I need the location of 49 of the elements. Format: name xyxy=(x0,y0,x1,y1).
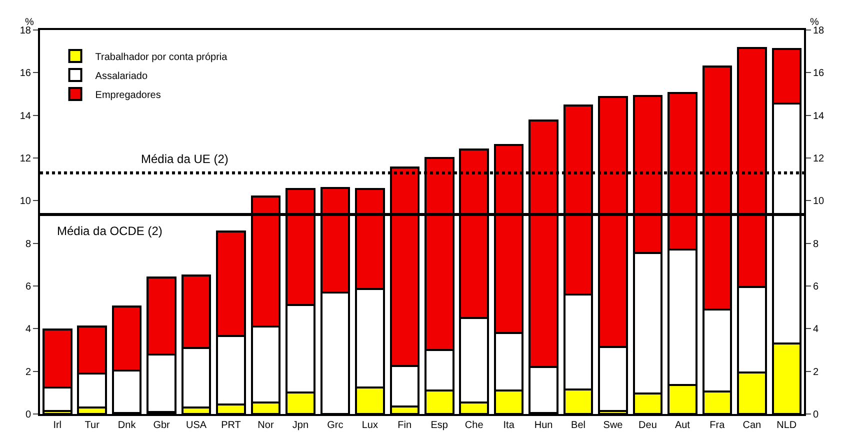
y-tick-label: 0 xyxy=(25,410,32,420)
x-tick-label: Lux xyxy=(362,420,378,431)
x-tick-label: Deu xyxy=(638,420,657,431)
ref-line-label: Média da OCDE (2) xyxy=(57,224,162,238)
x-tick-label: Fra xyxy=(710,420,726,431)
y2-tick-label: 0 xyxy=(813,410,819,420)
y-tick-label: 18 xyxy=(20,26,32,36)
y2-tick-label: 2 xyxy=(813,366,819,378)
x-tick-label: Swe xyxy=(603,420,624,431)
y-tick-label: 14 xyxy=(20,110,32,122)
legend-label: Assalariado xyxy=(95,70,148,82)
y-tick-label: 8 xyxy=(25,238,32,250)
x-tick-label: Jpn xyxy=(292,420,309,431)
y2-tick-label: 18 xyxy=(813,26,825,36)
y-tick-label: 16 xyxy=(20,68,32,80)
x-tick-label: Dnk xyxy=(118,420,137,431)
y2-tick-label: 14 xyxy=(813,110,825,122)
x-tick-label: Can xyxy=(742,420,762,431)
x-tick-label: Grc xyxy=(327,420,344,431)
y2-tick-label: 8 xyxy=(813,238,819,250)
y-tick-label: 10 xyxy=(20,196,32,208)
x-tick-label: Hun xyxy=(534,420,553,431)
y-axis-title: % xyxy=(25,17,34,28)
x-tick-label: Irl xyxy=(53,420,62,431)
legend-label: Trabalhador por conta própria xyxy=(95,52,228,63)
y2-tick-label: 10 xyxy=(813,196,825,208)
legend-label: Empregadores xyxy=(95,90,161,101)
y-tick-label: 12 xyxy=(20,154,32,164)
y2-tick-label: 4 xyxy=(813,324,819,336)
y2-tick-label: 12 xyxy=(813,154,825,164)
y-tick-label: 2 xyxy=(25,366,32,378)
y2-axis-title: % xyxy=(810,17,819,28)
x-tick-label: Tur xyxy=(84,420,100,431)
x-tick-label: Nor xyxy=(258,420,274,431)
x-tick-label: Esp xyxy=(430,420,448,431)
y-tick-label: 6 xyxy=(25,282,32,292)
ref-line-label: Média da UE (2) xyxy=(141,152,228,166)
x-tick-label: Bel xyxy=(571,420,586,431)
x-tick-label: NLD xyxy=(776,420,797,431)
y2-tick-label: 16 xyxy=(813,68,825,80)
x-tick-label: Gbr xyxy=(153,420,171,431)
x-tick-label: Che xyxy=(464,420,484,431)
y2-tick-label: 6 xyxy=(813,282,819,292)
x-tick-label: USA xyxy=(186,420,207,431)
x-tick-label: Aut xyxy=(674,420,690,431)
y-tick-label: 4 xyxy=(25,324,32,336)
x-tick-label: Ita xyxy=(503,420,515,431)
x-tick-label: PRT xyxy=(221,420,241,431)
x-tick-label: Fin xyxy=(398,420,412,431)
